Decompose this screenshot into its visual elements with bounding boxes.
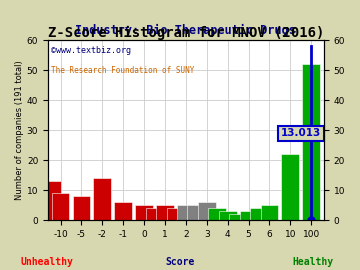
Title: Z-Score Histogram for MNOV (2016): Z-Score Histogram for MNOV (2016)	[48, 26, 324, 40]
Bar	[177, 205, 195, 220]
Text: Healthy: Healthy	[293, 257, 334, 267]
Text: Unhealthy: Unhealthy	[21, 257, 73, 267]
Text: Industry: Bio Therapeutic Drugs: Industry: Bio Therapeutic Drugs	[76, 24, 296, 37]
Bar	[229, 214, 247, 220]
Text: 13.013: 13.013	[281, 128, 321, 138]
Y-axis label: Number of companies (191 total): Number of companies (191 total)	[15, 60, 24, 200]
Bar	[51, 193, 69, 220]
Bar	[261, 205, 278, 220]
Bar	[250, 208, 268, 220]
Bar	[167, 208, 184, 220]
Bar	[94, 178, 111, 220]
Bar	[282, 154, 299, 220]
Bar	[240, 211, 257, 220]
Text: The Research Foundation of SUNY: The Research Foundation of SUNY	[51, 66, 194, 75]
Bar	[302, 64, 320, 220]
Bar	[73, 196, 90, 220]
Bar	[146, 208, 163, 220]
Bar	[114, 202, 132, 220]
Bar	[208, 208, 226, 220]
Text: ©www.textbiz.org: ©www.textbiz.org	[51, 46, 131, 55]
Bar	[43, 181, 61, 220]
Bar	[188, 205, 205, 220]
Bar	[219, 211, 237, 220]
Bar	[198, 202, 216, 220]
Bar	[156, 205, 174, 220]
Bar	[135, 205, 153, 220]
Text: Score: Score	[165, 257, 195, 267]
